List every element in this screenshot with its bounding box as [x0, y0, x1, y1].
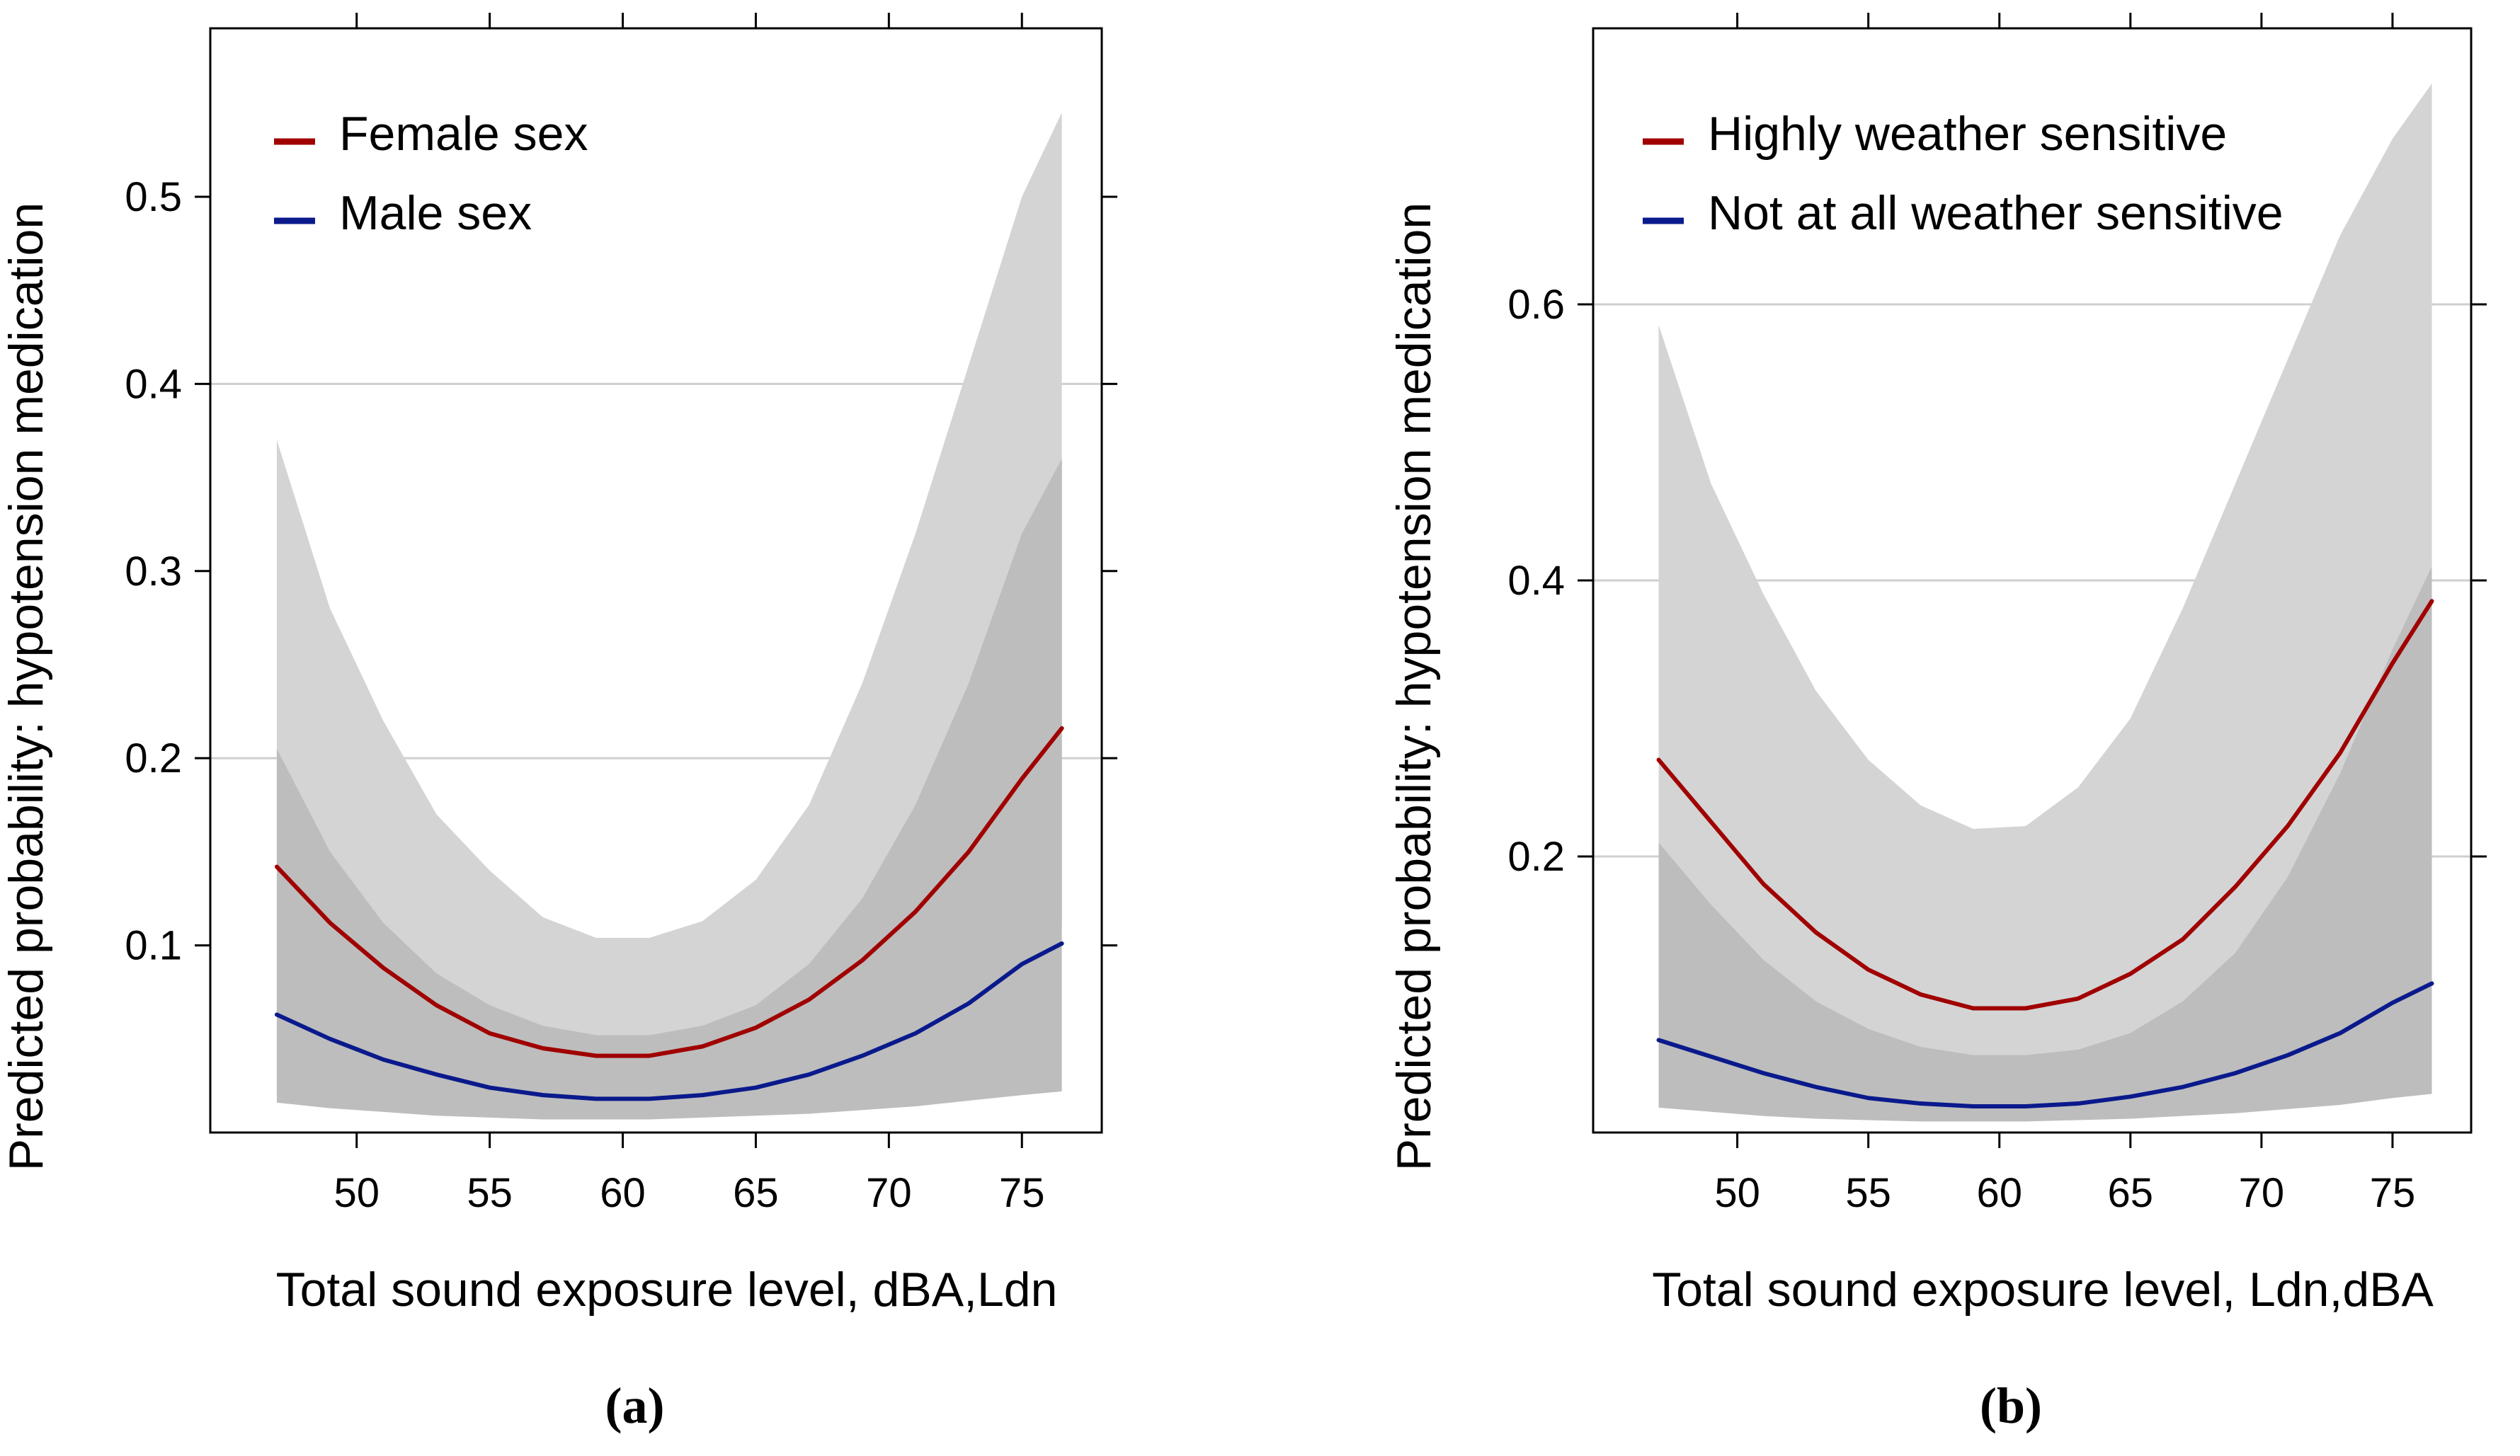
legend-label-2: Male sex — [339, 186, 532, 240]
x-tick-label: 55 — [467, 1170, 513, 1216]
y-tick-label: 0.5 — [125, 174, 182, 220]
x-tick-label: 65 — [733, 1170, 779, 1216]
x-tick-label: 60 — [1976, 1170, 2022, 1216]
legend-label-1: Female sex — [339, 107, 588, 161]
y-tick-label: 0.4 — [125, 361, 182, 407]
confidence-band-overlap — [1658, 566, 2432, 1080]
confidence-band-overlap — [276, 459, 1062, 1096]
legend-label-2: Not at all weather sensitive — [1708, 186, 2284, 240]
x-tick-label: 70 — [866, 1170, 912, 1216]
x-tick-label: 75 — [2370, 1170, 2416, 1216]
x-axis-label: Total sound exposure level, dBA,Ldn — [276, 1263, 1058, 1317]
confidence-band-1 — [276, 112, 1062, 1096]
x-tick-label: 50 — [1714, 1170, 1760, 1216]
panel-a: 50 55 60 65 70 75 0.1 0.2 0.3 0.4 0.5 Total sound e… — [0, 13, 1117, 1434]
x-tick-label: 60 — [600, 1170, 646, 1216]
y-tick-label: 0.6 — [1507, 282, 1565, 328]
series-line-2 — [1656, 981, 2434, 1108]
panel-b: 50 55 60 65 70 75 0.2 0.4 0.6 Total sound exposur… — [1387, 13, 2487, 1434]
y-tick-label: 0.2 — [1507, 834, 1565, 880]
y-tick-label: 0.2 — [125, 735, 182, 781]
x-tick-label: 50 — [333, 1170, 380, 1216]
confidence-band-1 — [1658, 84, 2432, 1080]
x-tick-label: 70 — [2239, 1170, 2285, 1216]
series-line-2 — [274, 941, 1064, 1101]
x-tick-label: 65 — [2108, 1170, 2154, 1216]
y-tick-label: 0.1 — [125, 923, 182, 969]
legend-label-1: Highly weather sensitive — [1708, 107, 2227, 161]
y-axis-label: Predicted probability: hypotension medic… — [1387, 202, 1441, 1171]
series-line-1 — [274, 726, 1064, 1058]
x-tick-label: 55 — [1845, 1170, 1891, 1216]
panel-label: (b) — [1980, 1377, 2042, 1434]
y-axis-label: Predicted probability: hypotension medic… — [0, 202, 53, 1171]
panel-label: (a) — [605, 1377, 665, 1434]
x-axis-label: Total sound exposure level, Ldn,dBA — [1652, 1263, 2434, 1317]
y-tick-label: 0.4 — [1507, 558, 1565, 604]
x-tick-label: 75 — [999, 1170, 1045, 1216]
plot-frame — [209, 27, 1103, 1134]
series-line-1 — [1656, 599, 2434, 1011]
y-tick-label: 0.3 — [125, 549, 182, 595]
